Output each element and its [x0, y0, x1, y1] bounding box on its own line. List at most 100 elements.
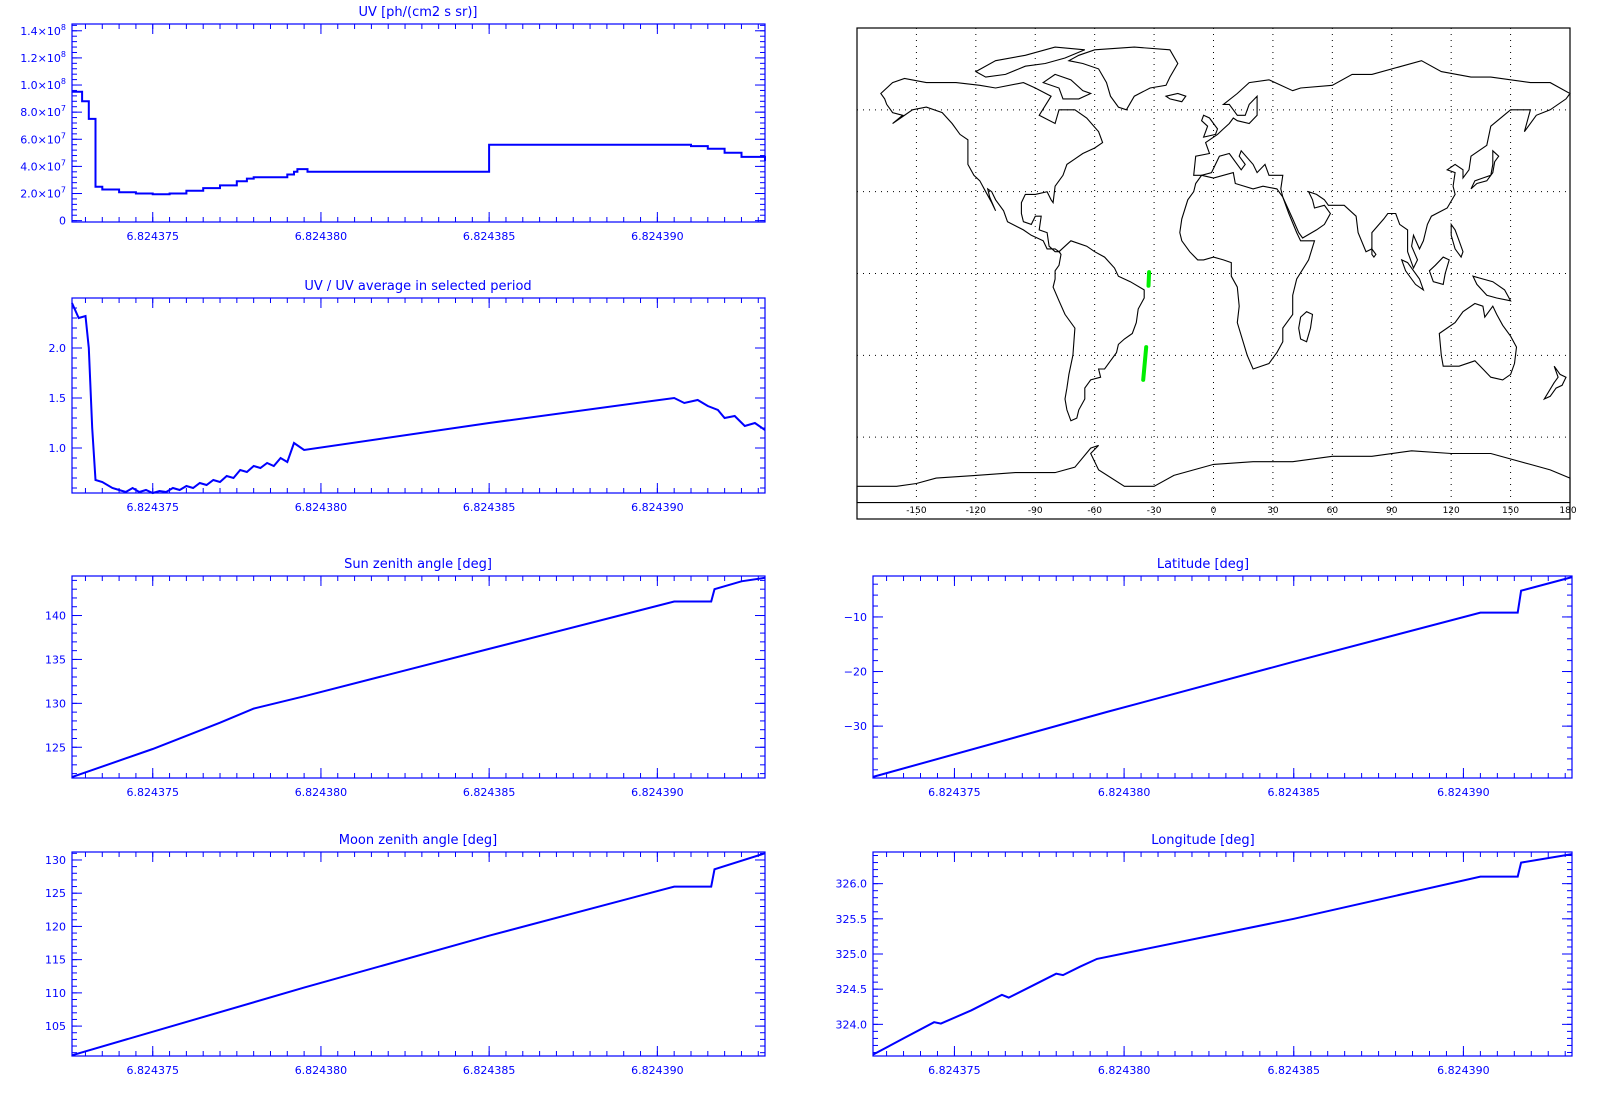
uvratio-frame [71, 297, 766, 494]
coastline-madagascar [1298, 311, 1314, 343]
coastline-philippines [1450, 222, 1464, 259]
uv-ratio-title: UV / UV average in selected period [304, 279, 531, 294]
lon-y-tick-label: 326.0 [836, 878, 868, 891]
coastline-africa [1179, 171, 1316, 370]
mza-x-tick-label: 6.824385 [463, 1064, 516, 1077]
uvratio-series-line [71, 302, 766, 495]
sza-series-line [71, 576, 766, 779]
coastline-sri-lanka [1371, 247, 1377, 259]
lon-x-tick-label: 6.824380 [1098, 1064, 1151, 1077]
uvratio-y-tick-label: 1.5 [49, 392, 67, 405]
sza-x-tick-label: 6.824385 [463, 786, 516, 799]
map-lon-tick-label: -60 [1087, 506, 1102, 516]
sza-y-tick-label: 130 [45, 697, 66, 710]
lat-x-tick-label: 6.824385 [1268, 786, 1321, 799]
uvratio-x-tick-label: 6.824385 [463, 501, 516, 514]
latitude-panel: Latitude [deg] 6.824375 6.824380 6.824385 6… [844, 557, 1573, 799]
lat-series-line [872, 576, 1573, 778]
lat-x-tick-label: 6.824390 [1437, 786, 1490, 799]
world-map: -150 -120 -90 -60 -30 0 30 60 90 120 150 180 [856, 27, 1577, 520]
latitude-title: Latitude [deg] [1157, 557, 1249, 572]
coastline-iceland [1164, 92, 1187, 103]
moon-zenith-title: Moon zenith angle [deg] [339, 833, 497, 848]
mza-y-tick-label: 120 [45, 920, 66, 933]
coastline-baffin [1041, 73, 1093, 100]
sun-zenith-plot: 6.824375 6.824380 6.824385 6.824390 125 130 13… [45, 575, 766, 799]
mza-y-tick-label: 110 [45, 987, 66, 1000]
coastline-nz [1542, 365, 1567, 401]
map-lon-tick-label: 30 [1267, 506, 1279, 516]
sza-x-tick-label: 6.824380 [295, 786, 348, 799]
uv-x-tick-label: 6.824380 [295, 230, 348, 243]
longitude-plot: 6.824375 6.824380 6.824385 6.824390 324.0 324… [836, 851, 1573, 1077]
mza-y-tick-label: 105 [45, 1020, 66, 1033]
uv-y-tick-label: 1.0×108 [20, 77, 66, 92]
sun-zenith-panel: Sun zenith angle [deg] 6.824375 6.824380 6… [45, 557, 766, 799]
map-lon-tick-label: -30 [1147, 506, 1162, 516]
sun-zenith-title: Sun zenith angle [deg] [344, 557, 492, 572]
mza-y-tick-label: 115 [45, 954, 66, 967]
uv-x-tick-label: 6.824375 [126, 230, 179, 243]
uv-y-tick-label: 0 [59, 215, 66, 228]
lon-series-line [872, 853, 1573, 1056]
map-lon-tick-label: 120 [1443, 506, 1460, 516]
uvratio-y-tick-label: 2.0 [49, 342, 67, 355]
coastline-south-america [1052, 240, 1145, 422]
uv-x-tick-label: 6.824385 [463, 230, 516, 243]
orbit-track-segment [1141, 345, 1149, 382]
coastline-greenland [1067, 46, 1179, 111]
lon-y-tick-label: 324.0 [836, 1018, 868, 1031]
coastline-antarctica [856, 444, 1571, 504]
coastline-borneo [1428, 256, 1450, 286]
world-map-panel: -150 -120 -90 -60 -30 0 30 60 90 120 150 180 [856, 27, 1577, 520]
moon-zenith-panel: Moon zenith angle [deg] 6.824375 6.824380… [45, 833, 766, 1077]
coastline-europe-asia [1193, 60, 1571, 270]
lat-x-tick-label: 6.824380 [1098, 786, 1151, 799]
uv-y-tick-label: 1.4×108 [20, 23, 66, 38]
uv-x-tick-label: 6.824390 [631, 230, 684, 243]
lon-x-tick-label: 6.824390 [1437, 1064, 1490, 1077]
uv-ratio-panel: UV / UV average in selected period 6.824… [49, 279, 766, 514]
longitude-title: Longitude [deg] [1151, 833, 1254, 848]
uvratio-x-tick-label: 6.824380 [295, 501, 348, 514]
map-lon-tick-label: 60 [1327, 506, 1339, 516]
uv-plot: 6.824375 6.824380 6.824385 6.824390 0 2.0×107… [20, 23, 766, 243]
sza-x-tick-label: 6.824390 [631, 786, 684, 799]
uvratio-x-tick-label: 6.824390 [631, 501, 684, 514]
coastline-uk [1200, 114, 1219, 138]
mza-x-tick-label: 6.824375 [126, 1064, 179, 1077]
mza-frame [71, 851, 766, 1057]
map-lon-tick-label: 150 [1502, 506, 1519, 516]
uv-y-tick-label: 4.0×107 [20, 158, 66, 173]
map-lon-tick-label: 0 [1211, 506, 1217, 516]
lat-y-tick-label: −20 [844, 666, 867, 679]
coastline-arctic-islands [974, 46, 1086, 78]
lat-x-tick-label: 6.824375 [928, 786, 981, 799]
coastline-sumatra [1400, 258, 1425, 292]
uv-y-tick-label: 6.0×107 [20, 131, 66, 146]
sza-x-tick-label: 6.824375 [126, 786, 179, 799]
orbit-track-segment [1146, 270, 1152, 288]
map-lon-tick-label: -150 [906, 506, 927, 516]
uv-y-tick-label: 1.2×108 [20, 50, 66, 65]
uvratio-x-tick-label: 6.824375 [126, 501, 179, 514]
lon-frame [872, 851, 1573, 1057]
uvratio-y-tick-label: 1.0 [49, 442, 67, 455]
lon-x-tick-label: 6.824385 [1268, 1064, 1321, 1077]
mza-y-tick-label: 125 [45, 887, 66, 900]
longitude-panel: Longitude [deg] 6.824375 6.824380 6.824385… [836, 833, 1573, 1077]
uv-panel: UV [ph/(cm2 s sr)] 6.824375 6.824380 6.824… [20, 5, 766, 243]
sza-y-tick-label: 140 [45, 610, 66, 623]
sza-y-tick-label: 135 [45, 653, 66, 666]
moon-zenith-plot: 6.824375 6.824380 6.824385 6.824390 105 110 11… [45, 851, 766, 1077]
map-lon-tick-label: 180 [1559, 506, 1576, 516]
latitude-plot: 6.824375 6.824380 6.824385 6.824390 −30 −20 −1… [844, 575, 1573, 799]
mza-x-tick-label: 6.824380 [295, 1064, 348, 1077]
coastline-north-america [880, 77, 1104, 253]
map-lon-tick-label: 90 [1386, 506, 1398, 516]
lat-y-tick-label: −30 [844, 720, 867, 733]
mza-x-tick-label: 6.824390 [631, 1064, 684, 1077]
lon-y-tick-label: 324.5 [836, 983, 868, 996]
uv-y-tick-label: 8.0×107 [20, 104, 66, 119]
map-lon-tick-label: -90 [1028, 506, 1043, 516]
